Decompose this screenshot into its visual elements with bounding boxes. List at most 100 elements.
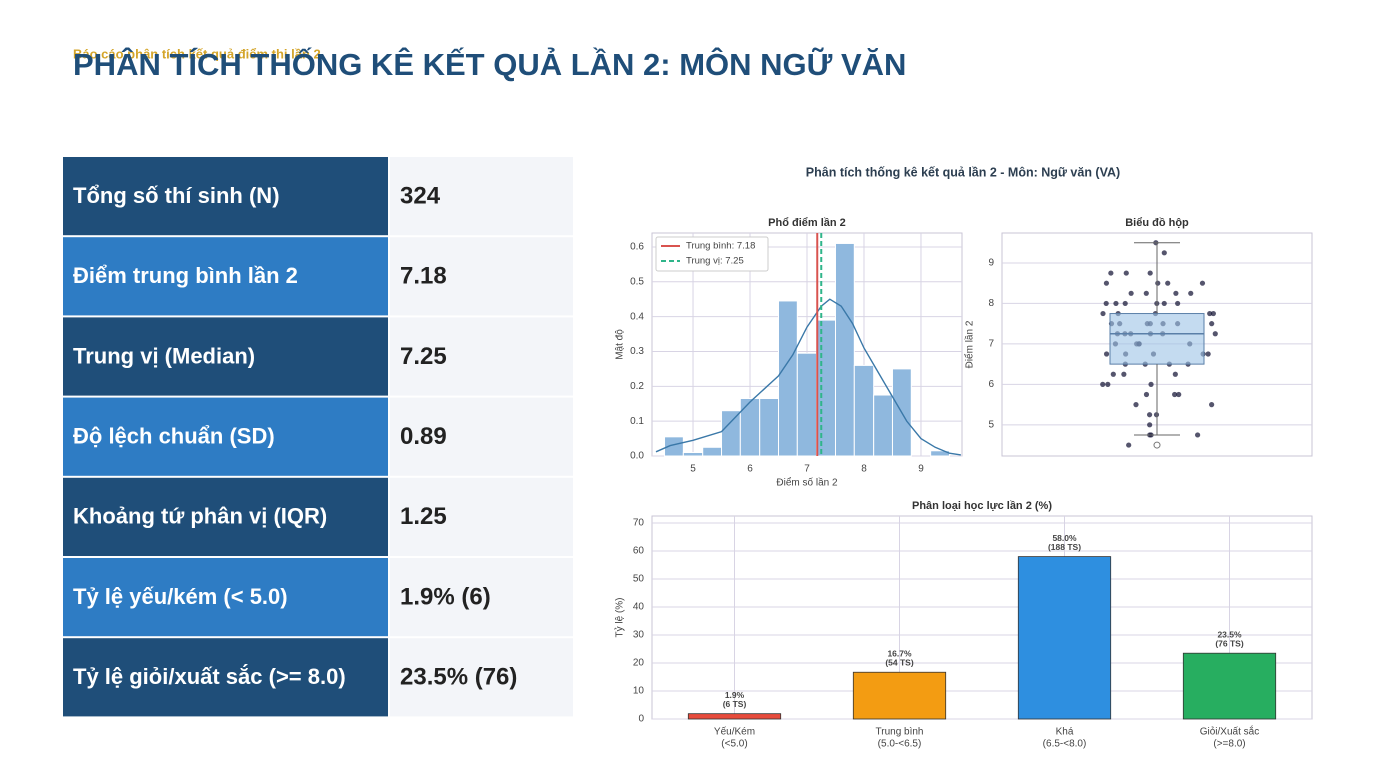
strip-point (1153, 412, 1160, 418)
label-cell (63, 157, 388, 236)
strip-point (1123, 270, 1129, 276)
hist-bar (739, 398, 761, 457)
y-tick-label: 0 (638, 714, 644, 725)
hist-bar (778, 300, 798, 457)
strip-point (1103, 280, 1110, 286)
x-tick-label: 8 (861, 464, 867, 475)
strip-point (1199, 280, 1206, 286)
strip-point (1100, 381, 1106, 387)
x-tick-label: (6.5-<8.0) (1043, 739, 1087, 750)
row-label: Tổng số thí sinh (N) (73, 183, 280, 208)
y-tick-label: 20 (633, 658, 645, 669)
x-tick-label: (5.0-<6.5) (878, 739, 922, 750)
y-axis-label: Tỷ lệ (%) (614, 598, 626, 638)
kde-line (655, 298, 961, 456)
box (1109, 313, 1205, 365)
row-value: 324 (400, 182, 441, 209)
strip-point (1212, 331, 1218, 337)
value-label: 58.0% (1052, 533, 1077, 543)
strip-point (1121, 371, 1127, 377)
row-label: Điểm trung bình lần 2 (73, 263, 298, 288)
chart: 0 10 20 30 40 50 60 70 Phân loại học lực lần 2 (… (614, 500, 1313, 750)
hist-bar (682, 452, 704, 457)
strip-point (1161, 300, 1167, 307)
x-tick-label: Giỏi/Xuất sắc (1200, 725, 1259, 738)
strip-point (1210, 310, 1216, 317)
y-tick-label: 6 (988, 379, 994, 390)
y-tick-label: 10 (633, 686, 645, 697)
strip-point (1172, 371, 1178, 377)
strip-point (1103, 351, 1110, 357)
bar (687, 713, 782, 720)
label-cell (63, 638, 388, 717)
y-tick-label: 0.3 (630, 346, 644, 357)
hist-bar (796, 352, 818, 457)
x-tick-label: Trung bình (876, 727, 924, 738)
value-label: 23.5% (1217, 629, 1242, 639)
x-tick-label: Yếu/Kém (714, 726, 755, 738)
slide-subtitle: Báo cáo phân tích kết quả điểm thi lần 2 (73, 46, 321, 61)
value-cell (390, 237, 573, 316)
strip-point (1205, 351, 1211, 357)
value-cell (390, 157, 573, 236)
row-value: 0.89 (400, 423, 447, 450)
value-cell (390, 638, 573, 717)
bar (852, 671, 947, 720)
value-cell (390, 558, 573, 637)
strip-point (1143, 391, 1150, 398)
strip-point (1176, 391, 1182, 398)
label-cell (63, 558, 388, 637)
strip-point (1161, 250, 1167, 256)
value-label: (6 TS) (723, 699, 747, 709)
label-cell (63, 397, 388, 476)
strip-point (1147, 270, 1153, 276)
chart-title: Biểu đồ hộp (1125, 217, 1189, 229)
strip-point (1172, 391, 1178, 398)
strip-point (1188, 290, 1194, 296)
strip-point (1113, 300, 1119, 307)
strip-point (1100, 310, 1106, 317)
strip-point (1148, 381, 1154, 387)
legend-label: Trung vị: 7.25 (686, 256, 744, 267)
strip-point (1122, 300, 1128, 307)
y-tick-label: 30 (633, 630, 645, 641)
y-tick-label: 0.6 (630, 242, 644, 253)
strip-point (1126, 442, 1132, 448)
hist-bar (721, 410, 741, 457)
x-tick-label: 6 (747, 464, 753, 475)
strip-point (1143, 290, 1149, 296)
hist-bar (834, 242, 855, 457)
x-tick-label: 5 (690, 464, 696, 475)
figure-title: Phân tích thống kê kết quả lần 2 - Môn: … (806, 165, 1120, 179)
value-label: (54 TS) (885, 657, 914, 667)
strip-point (1155, 280, 1161, 286)
x-axis-label: Điểm số lần 2 (776, 477, 838, 489)
bar (1017, 556, 1112, 720)
strip-point (1165, 280, 1171, 286)
chart: 0.0 0.1 0.2 0.3 0.4 0.5 0.6 Phổ điểm lần 2 Mật đ… (615, 217, 963, 489)
slide-title: PHÂN TÍCH THỐNG KÊ KẾT QUẢ LẦN 2: MÔN NG… (73, 46, 906, 82)
label-cell (63, 477, 388, 556)
strip-point (1195, 432, 1201, 438)
row-value: 23.5% (76) (400, 664, 517, 691)
outlier (1153, 441, 1161, 449)
hist-bar (873, 394, 893, 457)
x-tick-label: (<5.0) (721, 739, 747, 750)
y-tick-label: 0.0 (630, 451, 644, 462)
row-label: Khoảng tứ phân vị (IQR) (73, 504, 327, 529)
hist-bar (702, 446, 723, 457)
row-label: Tỷ lệ giỏi/xuất sắc (>= 8.0) (73, 664, 346, 689)
x-tick-label: (>=8.0) (1213, 739, 1245, 750)
bar (1182, 652, 1277, 720)
y-tick-label: 0.1 (630, 416, 644, 427)
y-tick-label: 0.4 (630, 311, 644, 322)
strip-point (1209, 402, 1215, 408)
label-cell (63, 237, 388, 316)
x-tick-label: Khá (1056, 727, 1074, 738)
row-label: Độ lệch chuẩn (SD) (73, 424, 275, 449)
value-label: 1.9% (725, 690, 745, 700)
row-value: 7.25 (400, 343, 447, 370)
strip-point (1207, 310, 1213, 317)
x-tick-label: 9 (918, 464, 924, 475)
